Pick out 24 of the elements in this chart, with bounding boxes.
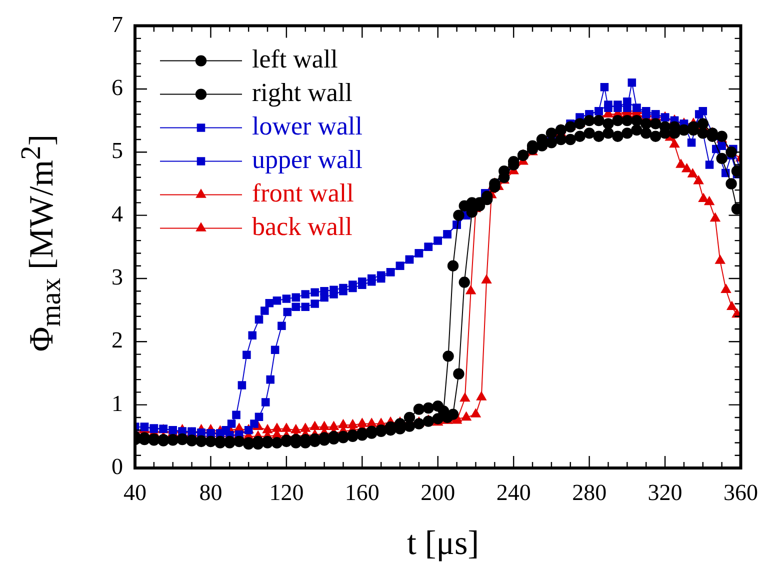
y-tick-label: 7: [112, 12, 123, 37]
y-tick-label: 3: [112, 264, 123, 290]
x-tick-label: 160: [344, 480, 380, 505]
x-tick-label: 40: [124, 480, 146, 505]
x-tick-label: 120: [269, 480, 304, 505]
x-tick-label: 240: [496, 480, 531, 505]
x-tick-label: 280: [572, 480, 607, 505]
legend-label: front wall: [252, 178, 354, 208]
legend-label: left wall: [252, 44, 338, 74]
legend-label: lower wall: [252, 112, 362, 141]
y-tick-label: 4: [112, 201, 124, 226]
x-tick-label: 80: [199, 480, 222, 505]
x-tick-label: 320: [648, 480, 682, 505]
x-axis-title: t [μs]: [406, 525, 480, 563]
legend-label: upper wall: [252, 145, 362, 174]
y-tick-label: 6: [112, 75, 123, 100]
y-tick-label: 2: [112, 328, 123, 353]
x-tick-label: 200: [420, 480, 456, 505]
y-tick-label: 1: [112, 390, 123, 416]
y-tick-label: 0: [112, 454, 123, 480]
legend-label: back wall: [252, 212, 352, 242]
legend-label: right wall: [252, 78, 352, 108]
y-tick-label: 5: [112, 138, 123, 164]
x-tick-label: 360: [724, 480, 758, 505]
